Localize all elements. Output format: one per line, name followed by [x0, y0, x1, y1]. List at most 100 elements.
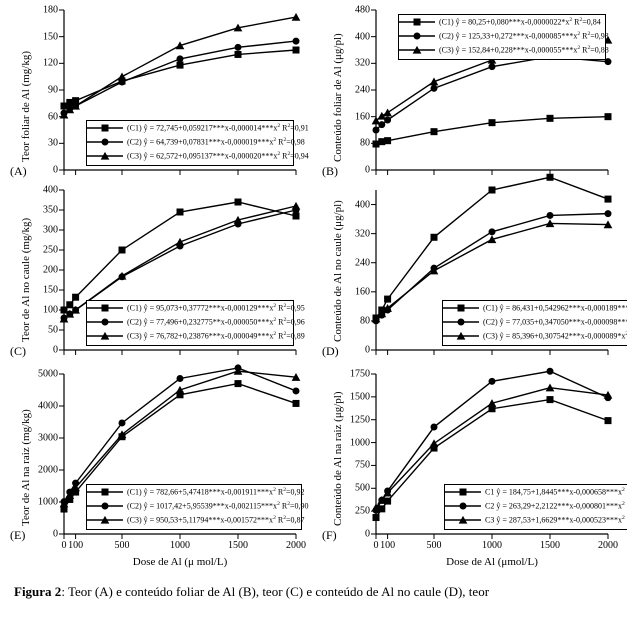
x-tick-label: 2000: [598, 540, 618, 551]
legend-glyph: [87, 485, 123, 499]
y-axis-label: Teor foliar de Al (mg/kg): [20, 51, 32, 162]
series-marker-C1: [67, 99, 73, 105]
legend-marker-C1: [102, 305, 108, 311]
legend-marker-C1: [460, 489, 466, 495]
y-tick-label: 3000: [28, 433, 58, 444]
y-tick-label: 320: [340, 58, 370, 69]
legend-glyph: [399, 43, 435, 57]
legend-box: C1 ŷ = 184,75+1,8445***x-0,000658***x2 R…: [444, 484, 627, 530]
series-marker-C1: [119, 247, 125, 253]
legend-text: (C2) ŷ = 77,496+0,232775**x-0,000050***x…: [127, 317, 305, 327]
series-marker-C2: [379, 122, 385, 128]
y-tick-label: 150: [28, 31, 58, 42]
legend-glyph: [87, 301, 123, 315]
y-tick-label: 2000: [28, 465, 58, 476]
series-marker-C2: [547, 212, 553, 218]
legend-text: (C1) ŷ = 80,25+0,080***x-0,0000022*x2 R2…: [439, 17, 601, 27]
legend-row-C1: (C1) ŷ = 80,25+0,080***x-0,0000022*x2 R2…: [399, 15, 605, 29]
y-tick-label: 120: [28, 58, 58, 69]
series-marker-C2: [431, 424, 437, 430]
legend-row-C2: (C2) ŷ = 77,035+0,347050***x-0,000098***…: [443, 315, 627, 329]
series-marker-C1: [293, 400, 299, 406]
panel-letter: (D): [322, 344, 339, 359]
legend-glyph: [87, 135, 123, 149]
series-marker-C1: [605, 196, 611, 202]
legend-glyph: [87, 121, 123, 135]
y-tick-label: 0: [340, 165, 370, 176]
legend-row-C3: (C3) ŷ = 950,53+5,11794***x-0,001572***x…: [87, 513, 301, 527]
y-tick-label: 90: [28, 85, 58, 96]
series-marker-C2: [605, 211, 611, 217]
series-marker-C2: [293, 38, 299, 44]
legend-row-C3: (C3) ŷ = 76,782+0,23876***x-0,000049***x…: [87, 329, 293, 343]
series-line-C1: [376, 177, 608, 318]
y-tick-label: 1500: [340, 391, 370, 402]
y-tick-label: 200: [28, 265, 58, 276]
legend-box: (C1) ŷ = 72,745+0,059217***x-0,000014***…: [86, 120, 294, 166]
series-marker-C1: [235, 51, 241, 57]
legend-text: (C1) ŷ = 95,073+0,37772***x-0,000129***x…: [127, 303, 305, 313]
series-marker-C1: [605, 114, 611, 120]
legend-box: (C1) ŷ = 86,431+0,542962***x-0,000189***…: [442, 300, 627, 346]
y-tick-label: 0: [28, 345, 58, 356]
legend-text: (C3) ŷ = 62,572+0,095137***x-0,000020***…: [127, 151, 309, 161]
y-axis-label: Teor de Al na raiz (mg/kg): [20, 409, 32, 526]
legend-row-C2: (C2) ŷ = 64,739+0,07831***x-0,000019***x…: [87, 135, 293, 149]
legend-row-C1: (C1) ŷ = 86,431+0,542962***x-0,000189***…: [443, 301, 627, 315]
series-marker-C2: [119, 420, 125, 426]
series-marker-C1: [379, 139, 385, 145]
y-tick-label: 240: [340, 85, 370, 96]
series-marker-C3: [431, 79, 438, 85]
legend-text: (C2) ŷ = 125,33+0,272***x-0,000085***x2 …: [439, 31, 609, 41]
legend-glyph: [399, 29, 435, 43]
x-tick-label: 1000: [170, 540, 190, 551]
legend-box: (C1) ŷ = 80,25+0,080***x-0,0000022*x2 R2…: [398, 14, 606, 60]
series-marker-C3: [177, 239, 184, 245]
y-tick-label: 250: [28, 245, 58, 256]
x-tick-label: 0: [374, 540, 379, 551]
legend-glyph: [87, 315, 123, 329]
legend-marker-C2: [102, 319, 108, 325]
panel-letter: (B): [322, 164, 338, 179]
y-tick-label: 1250: [340, 414, 370, 425]
legend-text: C2 ŷ = 263,29+2,2122***x-0,000801***x2 R…: [485, 501, 627, 511]
legend-glyph: [87, 513, 123, 527]
series-marker-C3: [119, 74, 126, 80]
panel-letter: (A): [10, 164, 27, 179]
y-tick-label: 250: [340, 506, 370, 517]
y-axis-label: Conteúdo de Al na raiz (μg/pl): [332, 391, 344, 526]
series-marker-C2: [431, 85, 437, 91]
y-tick-label: 4000: [28, 401, 58, 412]
y-tick-label: 50: [28, 325, 58, 336]
legend-glyph: [445, 485, 481, 499]
y-tick-label: 30: [28, 138, 58, 149]
series-marker-C1: [177, 209, 183, 215]
legend-glyph: [443, 301, 479, 315]
series-marker-C1: [431, 234, 437, 240]
y-tick-label: 300: [28, 225, 58, 236]
y-tick-label: 750: [340, 460, 370, 471]
legend-text: (C3) ŷ = 85,396+0,307542***x-0,000089*x2…: [483, 331, 627, 341]
legend-marker-C1: [102, 125, 108, 131]
series-marker-C1: [489, 120, 495, 126]
y-tick-label: 0: [28, 529, 58, 540]
series-marker-C1: [293, 213, 299, 219]
y-tick-label: 350: [28, 205, 58, 216]
x-tick-label: 100: [68, 540, 83, 551]
legend-marker-C2: [102, 503, 108, 509]
y-tick-label: 400: [340, 199, 370, 210]
series-marker-C2: [489, 378, 495, 384]
series-marker-C1: [73, 294, 79, 300]
legend-marker-C1: [458, 305, 464, 311]
legend-marker-C1: [102, 489, 108, 495]
legend-glyph: [87, 149, 123, 163]
x-tick-label: 1500: [228, 540, 248, 551]
y-tick-label: 5000: [28, 369, 58, 380]
legend-text: (C3) ŷ = 76,782+0,23876***x-0,000049***x…: [127, 331, 305, 341]
x-tick-label: 500: [427, 540, 442, 551]
legend-row-C2: (C2) ŷ = 125,33+0,272***x-0,000085***x2 …: [399, 29, 605, 43]
legend-row-C3: (C3) ŷ = 62,572+0,095137***x-0,000020***…: [87, 149, 293, 163]
y-tick-label: 480: [340, 5, 370, 16]
x-axis-label: Dose de Al (μ mol/L): [64, 556, 296, 568]
legend-glyph: [445, 499, 481, 513]
